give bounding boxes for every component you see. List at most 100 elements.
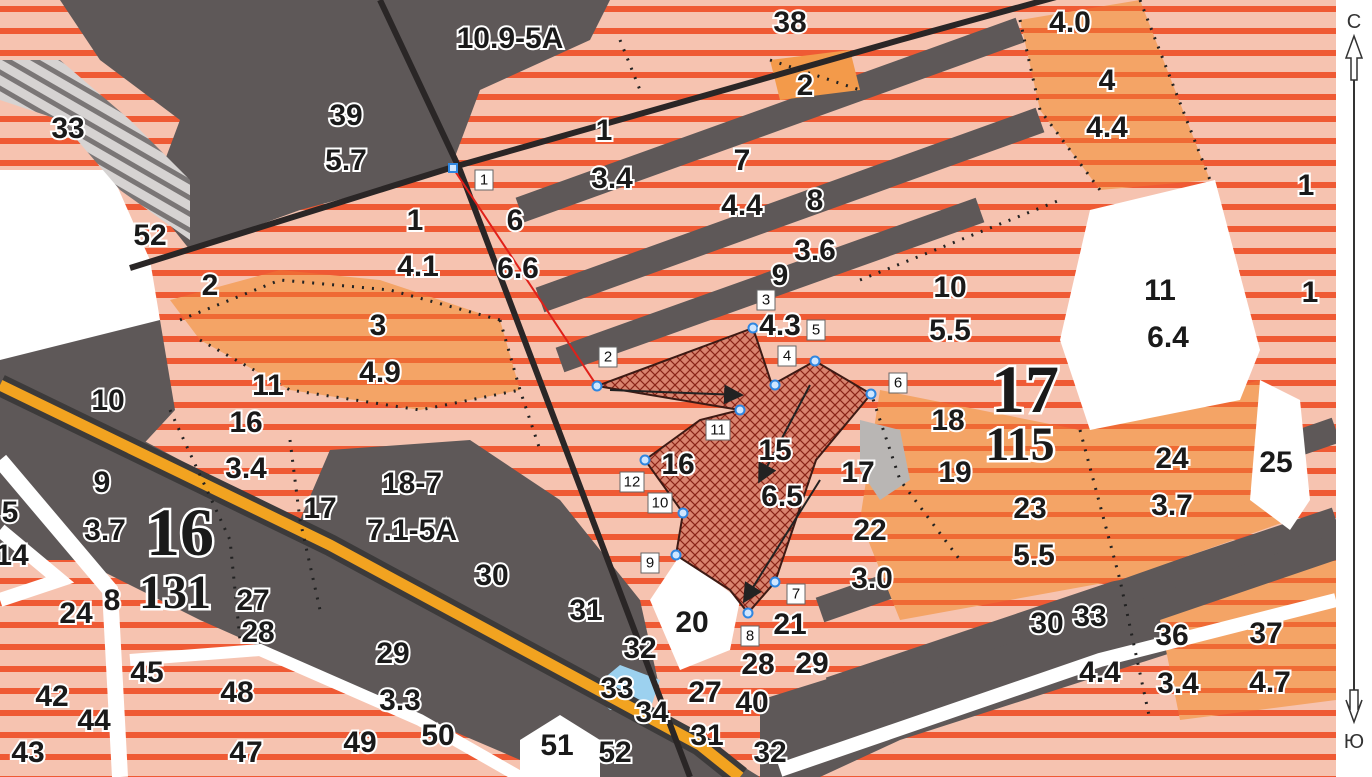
map-label: 4.4 xyxy=(1086,111,1128,144)
map-label: 4.1 xyxy=(397,250,439,283)
survey-point-label: 10 xyxy=(652,495,669,512)
compartment-16-area: 131 xyxy=(139,566,211,619)
survey-point-6: 6 xyxy=(865,372,908,400)
map-label: 51 xyxy=(540,729,573,762)
map-label: 2 xyxy=(202,269,219,302)
dark-area-southeast xyxy=(760,520,1336,777)
map-label: 5.5 xyxy=(929,314,971,347)
map-label: 17 xyxy=(841,456,874,489)
clearing-51 xyxy=(520,715,600,777)
survey-point-label-box xyxy=(756,289,776,311)
compass-south-label: Ю xyxy=(1344,731,1364,753)
orange-area-37 xyxy=(1160,560,1336,720)
survey-point-label-box xyxy=(598,346,618,368)
survey-line xyxy=(452,167,598,387)
map-label: 15 xyxy=(758,434,791,467)
map-label: 4.4 xyxy=(1079,656,1121,689)
compass-north-label: С xyxy=(1347,11,1361,33)
map-label: 16 xyxy=(229,406,262,439)
map-label: 1 xyxy=(1302,276,1319,309)
map-label: 50 xyxy=(421,719,454,752)
survey-point-label: 9 xyxy=(646,555,654,572)
map-label: 3.6 xyxy=(794,234,836,267)
map-label: 32 xyxy=(753,736,786,769)
map-label: 33 xyxy=(1073,600,1106,633)
survey-point-5: 5 xyxy=(806,319,826,367)
survey-point-7: 7 xyxy=(769,576,806,605)
map-label: 4.3 xyxy=(759,309,801,342)
compass-south-arrow-icon xyxy=(1345,689,1363,725)
map-label: 52 xyxy=(598,736,631,769)
map-label: 28 xyxy=(241,616,274,649)
map-label: 21 xyxy=(773,608,806,641)
map-label: 32 xyxy=(623,632,656,665)
road-white-left-2 xyxy=(0,524,75,607)
map-label: 22 xyxy=(853,514,886,547)
map-label: 30 xyxy=(1030,607,1063,640)
compartment-16-number: 16 xyxy=(146,494,214,570)
map-label: 29 xyxy=(376,637,409,670)
map-label: 3.7 xyxy=(84,514,126,547)
survey-point-label: 12 xyxy=(624,474,641,491)
survey-point-1: 1 xyxy=(448,163,494,191)
survey-point-marker xyxy=(742,607,754,619)
map-label: 44 xyxy=(77,704,111,737)
clearing-20 xyxy=(650,555,740,670)
map-label: 3.0 xyxy=(851,562,893,595)
survey-point-label: 6 xyxy=(894,375,902,392)
survey-point-label: 1 xyxy=(480,172,488,189)
clearing-left xyxy=(0,170,160,360)
survey-point-marker xyxy=(591,380,603,392)
map-label: 28 xyxy=(741,648,774,681)
map-label: 43 xyxy=(11,736,44,769)
map-label: 19 xyxy=(938,456,971,489)
map-label: 6 xyxy=(507,204,524,237)
survey-point-9: 9 xyxy=(640,549,682,574)
survey-point-marker xyxy=(670,549,682,561)
map-label: 48 xyxy=(220,676,253,709)
map-label: 5.5 xyxy=(1013,539,1055,572)
direction-arrow-1 xyxy=(609,384,744,405)
map-label: 33 xyxy=(51,112,84,145)
survey-point-label-box xyxy=(647,492,673,514)
road-white-bottom xyxy=(129,643,523,777)
survey-point-10: 10 xyxy=(647,492,689,519)
map-label: 4.4 xyxy=(721,189,763,222)
survey-point-label-box xyxy=(806,319,826,341)
survey-point-marker xyxy=(809,355,821,367)
map-label: 7 xyxy=(734,144,751,177)
map-label: 5 xyxy=(2,496,19,529)
direction-arrow-2 xyxy=(758,384,811,484)
map-label: 24 xyxy=(1155,442,1189,475)
survey-point-label-box xyxy=(705,419,731,441)
map-label: 6.4 xyxy=(1147,321,1189,354)
survey-point-marker xyxy=(769,576,781,588)
survey-point-label: 4 xyxy=(783,348,791,365)
survey-point-3: 3 xyxy=(747,289,776,334)
map-label: 18 xyxy=(931,404,964,437)
map-label: 10.9-5А xyxy=(457,22,564,55)
map-label: 4.7 xyxy=(1249,666,1291,699)
compass-north-arrow-icon xyxy=(1344,33,1364,81)
map-label: 49 xyxy=(343,726,376,759)
map-label: 9 xyxy=(772,259,789,292)
survey-point-label: 5 xyxy=(812,322,820,339)
map-label: 25 xyxy=(1259,446,1292,479)
survey-point-marker xyxy=(677,507,689,519)
survey-point-label-box xyxy=(786,583,806,605)
survey-point-label: 3 xyxy=(762,292,770,309)
map-label: 45 xyxy=(130,656,163,689)
map-label: 3.4 xyxy=(591,162,633,195)
map-label: 23 xyxy=(1013,492,1046,525)
orange-area-3 xyxy=(170,270,520,410)
map-label: 7.1-5А xyxy=(367,514,457,547)
orange-area-23 xyxy=(860,380,1290,620)
map-label: 3.4 xyxy=(1157,667,1199,700)
road-main-yellow xyxy=(0,380,744,777)
map-label: 6.5 xyxy=(761,480,803,513)
map-label: 10 xyxy=(91,384,124,417)
survey-point-label-box xyxy=(619,471,645,493)
dark-area-top xyxy=(60,0,610,250)
map-label: 10 xyxy=(933,271,966,304)
